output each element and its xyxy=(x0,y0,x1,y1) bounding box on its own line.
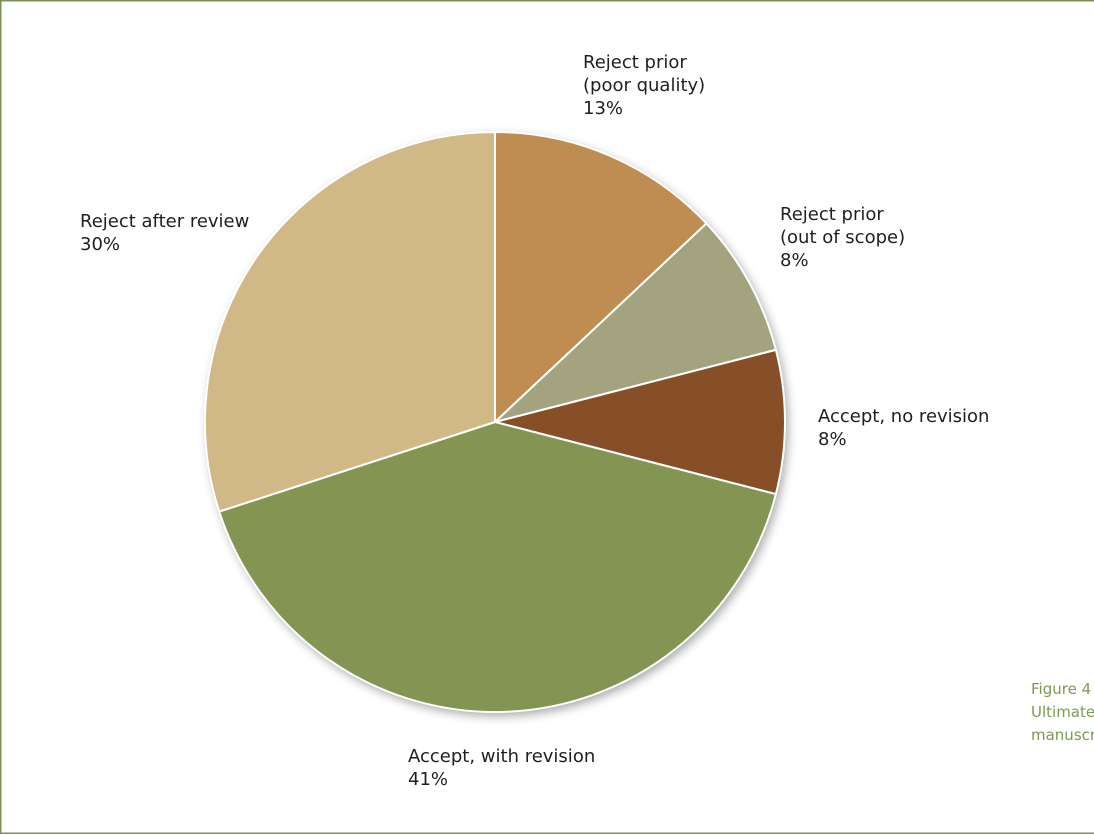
caption-line: manuscript xyxy=(1031,726,1094,744)
slice-label-accept-no-revision: Accept, no revision 8% xyxy=(818,405,989,451)
caption-line: Ultimate xyxy=(1031,703,1094,721)
pie-slice-reject-after-review xyxy=(204,131,496,513)
slice-value-label: 8% xyxy=(818,429,847,450)
slice-label-accept-with-revision: Accept, with revision 41% xyxy=(408,745,595,791)
slice-label-reject-poor-quality: Reject prior (poor quality) 13% xyxy=(583,51,705,120)
slice-label-line: Reject prior xyxy=(780,204,884,225)
pie-slice-reject-prior-poor-quality xyxy=(494,131,708,423)
slice-label-line: Reject after review xyxy=(80,211,250,232)
slice-value-label: 30% xyxy=(80,234,121,255)
slice-label-line: (out of scope) xyxy=(780,227,906,248)
slice-value-label: 13% xyxy=(583,98,624,119)
figure-caption: Figure 4 Ultimate manuscript xyxy=(1031,678,1094,747)
caption-line: Figure 4 xyxy=(1031,680,1092,698)
pie-slice-accept-no-revision xyxy=(494,348,786,496)
pie-slice-reject-prior-out-of-scope xyxy=(494,222,777,423)
slice-label-reject-out-of-scope: Reject prior (out of scope) 8% xyxy=(780,203,905,272)
slice-value-label: 41% xyxy=(408,769,449,790)
slice-label-line: Accept, with revision xyxy=(408,746,596,767)
slice-label-reject-after-review: Reject after review 30% xyxy=(80,210,249,256)
slice-label-line: Reject prior xyxy=(583,52,687,73)
slice-label-line: Accept, no revision xyxy=(818,406,990,427)
slice-value-label: 8% xyxy=(780,250,809,271)
pie-slice-accept-with-revision xyxy=(218,421,777,713)
slice-label-line: (poor quality) xyxy=(583,75,706,96)
